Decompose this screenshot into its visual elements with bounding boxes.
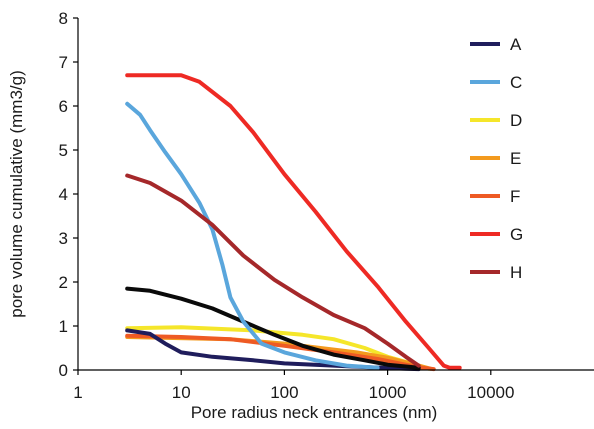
x-tick-label: 100 — [270, 383, 298, 402]
legend-item: E — [470, 149, 521, 168]
legend-label: D — [510, 111, 522, 130]
legend-label: E — [510, 149, 521, 168]
y-tick-label: 0 — [59, 361, 68, 380]
legend-label: H — [510, 263, 522, 282]
series-line-6 — [125, 173, 421, 368]
legend-label: C — [510, 73, 522, 92]
y-tick-label: 4 — [59, 185, 68, 204]
series-layer — [125, 73, 462, 372]
y-tick-label: 3 — [59, 229, 68, 248]
y-tick-label: 1 — [59, 317, 68, 336]
legend-label: A — [510, 35, 522, 54]
legend-item: D — [470, 111, 522, 130]
legend-item: H — [470, 263, 522, 282]
legend-label: F — [510, 187, 520, 206]
series-line-7 — [125, 73, 462, 370]
legend-item: C — [470, 73, 522, 92]
y-tick-label: 7 — [59, 53, 68, 72]
series-line-5 — [125, 101, 380, 370]
y-tick-label: 2 — [59, 273, 68, 292]
y-tick-label: 6 — [59, 97, 68, 116]
y-tick-label: 8 — [59, 9, 68, 28]
x-axis-title: Pore radius neck entrances (nm) — [191, 403, 438, 422]
y-axis-title: pore volume cumulative (mm3/g) — [7, 70, 26, 318]
legend-label: G — [510, 225, 523, 244]
series-line-3 — [125, 328, 421, 372]
y-tick-label: 5 — [59, 141, 68, 160]
x-tick-label: 10000 — [467, 383, 514, 402]
legend-item: G — [470, 225, 523, 244]
x-tick-label: 1000 — [369, 383, 407, 402]
legend-item: F — [470, 187, 520, 206]
legend-item: A — [470, 35, 522, 54]
x-tick-label: 10 — [172, 383, 191, 402]
x-tick-label: 1 — [73, 383, 82, 402]
series-line-4 — [125, 286, 421, 370]
